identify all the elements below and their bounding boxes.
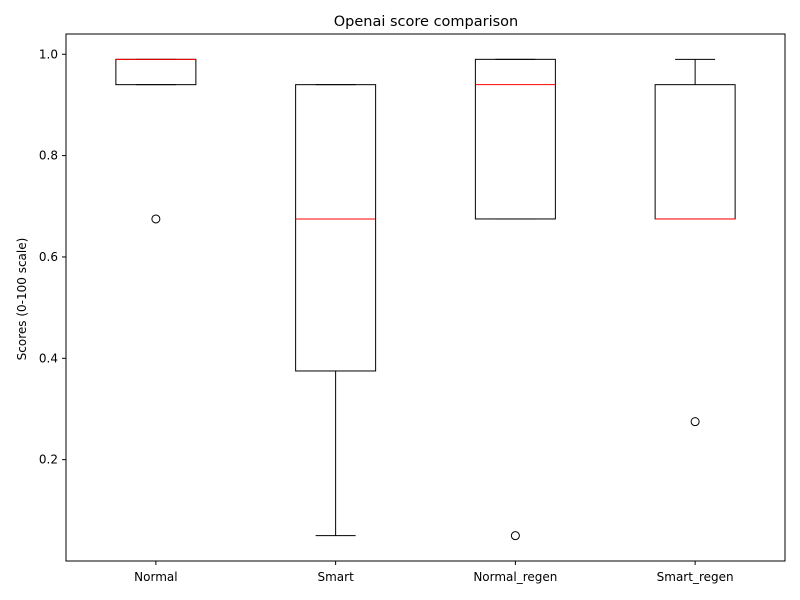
box-normal	[115, 58, 197, 86]
plot-area: 0.2 0.4 0.6 0.8 1.0 Normal Smart Normal_regen Sm…	[39, 33, 786, 584]
axes-frame	[65, 33, 786, 562]
box-smart	[295, 84, 377, 372]
y-tick-label: 0.8	[39, 149, 58, 163]
outlier-point	[510, 531, 520, 541]
x-tick-label: Normal_regen	[473, 570, 557, 584]
y-tick-label: 0.2	[39, 453, 58, 467]
outlier-point	[151, 214, 161, 224]
box-normal-regen	[474, 58, 556, 220]
box-smart-regen	[654, 84, 736, 220]
chart-title: Openai score comparison	[334, 14, 519, 30]
x-tick-label: Smart	[317, 570, 354, 584]
y-tick-label: 0.6	[39, 250, 58, 264]
y-tick-label: 1.0	[39, 47, 58, 61]
y-tick-label: 0.4	[39, 351, 58, 365]
outlier-point	[690, 417, 700, 427]
x-tick-label: Normal	[134, 570, 177, 584]
x-tick-label: Smart_regen	[657, 570, 734, 584]
y-axis-label: Scores (0-100 scale)	[15, 238, 29, 361]
